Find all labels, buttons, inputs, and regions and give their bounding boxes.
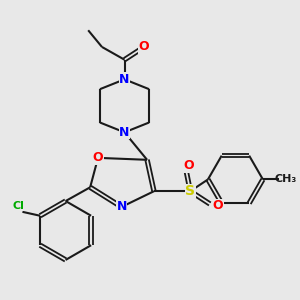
Text: CH₃: CH₃ <box>274 174 297 184</box>
Text: O: O <box>139 40 149 53</box>
Text: Cl: Cl <box>13 201 25 211</box>
Text: O: O <box>93 152 103 164</box>
Text: S: S <box>185 184 195 198</box>
Text: O: O <box>212 200 223 212</box>
Text: N: N <box>116 200 127 213</box>
Text: N: N <box>119 126 130 139</box>
Text: N: N <box>119 73 130 86</box>
Text: O: O <box>183 159 194 172</box>
